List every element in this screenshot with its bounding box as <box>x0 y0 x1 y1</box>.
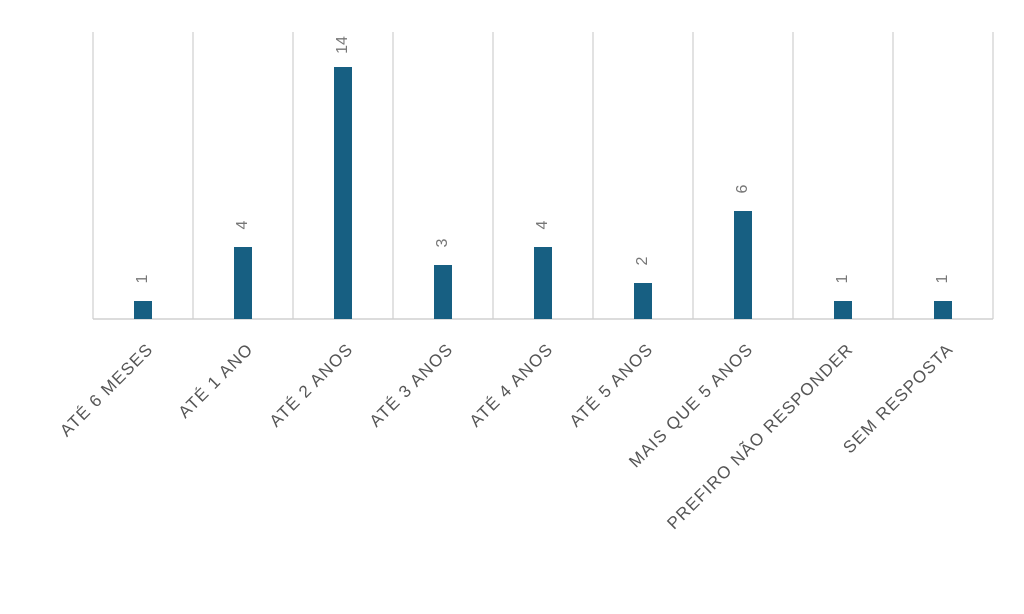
data-label: 1 <box>934 274 951 283</box>
x-tick-label: ATÉ 3 ANOS <box>366 340 457 431</box>
x-tick-label: ATÉ 1 ANO <box>175 340 257 422</box>
bar <box>834 301 852 319</box>
data-label: 4 <box>234 220 251 229</box>
data-label: 4 <box>534 220 551 229</box>
data-label: 6 <box>734 184 751 193</box>
data-label: 1 <box>834 274 851 283</box>
bar <box>934 301 952 319</box>
data-label: 1 <box>134 274 151 283</box>
x-tick-label: ATÉ 5 ANOS <box>566 340 657 431</box>
bar <box>634 283 652 319</box>
x-tick-label: PREFIRO NÃO RESPONDER <box>663 340 857 534</box>
bar <box>234 247 252 319</box>
bar <box>434 265 452 319</box>
bar <box>534 247 552 319</box>
x-tick-label: ATÉ 6 MESES <box>56 340 157 441</box>
x-tick-label: SEM RESPOSTA <box>839 340 957 458</box>
bar <box>734 211 752 319</box>
bar <box>134 301 152 319</box>
bar <box>334 67 352 319</box>
data-label: 3 <box>434 238 451 247</box>
data-label: 2 <box>634 256 651 265</box>
x-tick-label: ATÉ 4 ANOS <box>466 340 557 431</box>
data-label: 14 <box>334 36 351 54</box>
x-tick-label: ATÉ 2 ANOS <box>266 340 357 431</box>
